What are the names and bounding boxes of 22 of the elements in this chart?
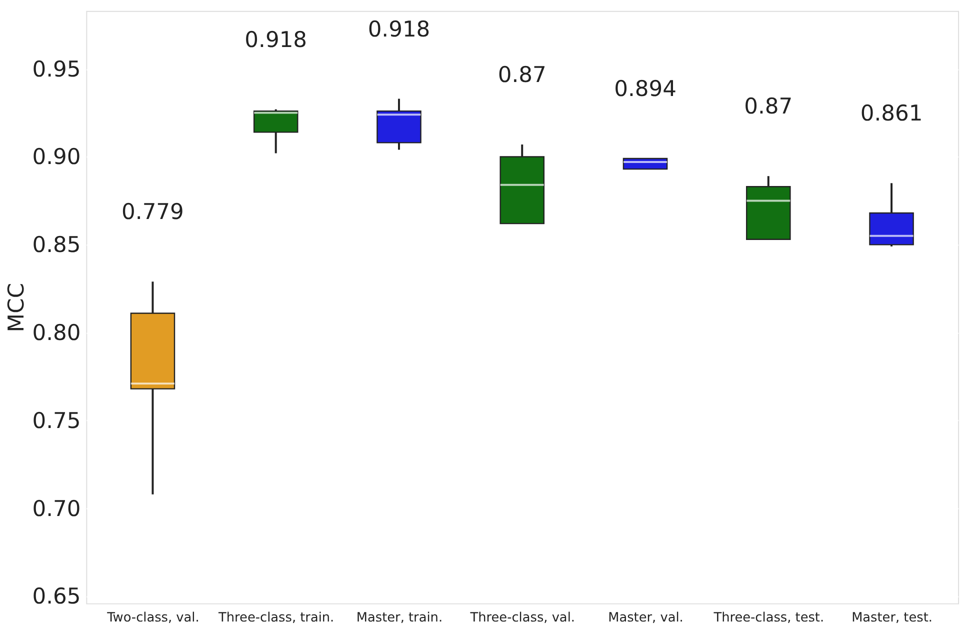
y-tick-label: 0.85 — [32, 233, 81, 258]
x-tick-label: Master, test. — [852, 610, 932, 626]
x-tick-label: Three-class, test. — [712, 610, 824, 626]
y-axis-title: MCC — [4, 282, 30, 332]
y-tick-label: 0.80 — [32, 321, 81, 346]
y-tick-label: 0.65 — [32, 584, 81, 610]
annotation: 0.918 — [368, 17, 430, 42]
annotation: 0.861 — [860, 102, 923, 127]
y-tick-label: 0.70 — [32, 496, 81, 522]
y-tick-label: 0.95 — [32, 57, 81, 82]
x-tick-label: Three-class, train. — [218, 610, 334, 626]
annotation: 0.894 — [614, 77, 676, 102]
annotation: 0.87 — [744, 94, 793, 120]
x-tick-label: Two-class, val. — [106, 610, 200, 626]
y-tick-label: 0.90 — [32, 145, 81, 170]
x-tick-label: Master, val. — [608, 610, 684, 626]
y-tick-label: 0.75 — [32, 408, 81, 434]
x-tick-label: Master, train. — [356, 610, 443, 626]
annotation: 0.779 — [122, 200, 184, 226]
annotation: 0.918 — [244, 28, 308, 53]
x-tick-label: Three-class, val. — [469, 610, 575, 626]
annotation: 0.87 — [498, 63, 546, 88]
